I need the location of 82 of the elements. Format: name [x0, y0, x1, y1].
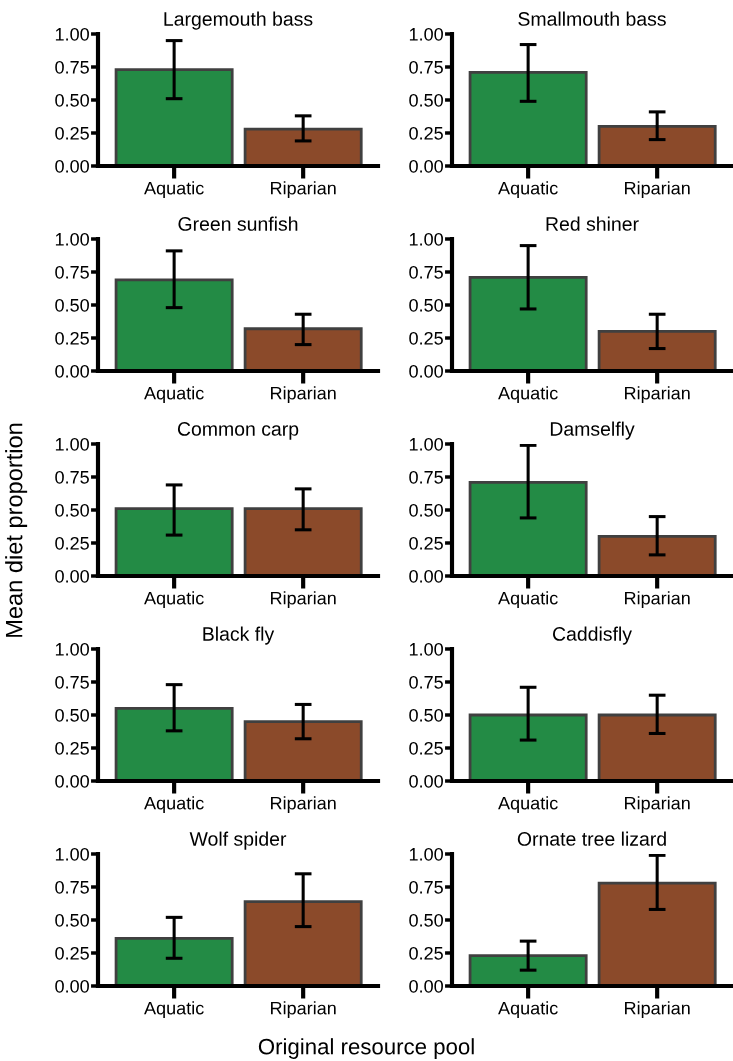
- y-tick-label: 1.00: [55, 27, 89, 41]
- y-tick-label: 0.75: [409, 60, 443, 74]
- y-tick-label: 1.00: [55, 642, 89, 656]
- y-tick-label: 1.00: [55, 847, 89, 861]
- y-tick-label: 0.50: [409, 298, 443, 312]
- x-tick-label: Riparian: [625, 1001, 690, 1019]
- x-tick-label: Riparian: [271, 386, 336, 404]
- x-tick-label: Aquatic: [144, 386, 204, 404]
- y-tick-label: 0.25: [409, 126, 443, 140]
- y-tick-label: 0.50: [55, 913, 89, 927]
- y-tick-label: 0.00: [409, 364, 443, 378]
- y-tick-label: 0.00: [409, 774, 443, 788]
- y-tick-label: 0.00: [55, 364, 89, 378]
- chart-title: Largemouth bass: [164, 11, 313, 30]
- y-tick-label: 0.50: [55, 503, 89, 517]
- x-tick-label: Riparian: [625, 181, 690, 199]
- y-tick-label: 0.00: [55, 774, 89, 788]
- chart-title: Black fly: [203, 626, 275, 645]
- y-tick-label: 0.25: [55, 741, 89, 755]
- y-tick-label: 1.00: [409, 437, 443, 451]
- y-tick-label: 0.25: [409, 741, 443, 755]
- y-tick-label: 0.75: [409, 265, 443, 279]
- x-tick-label: Aquatic: [498, 181, 558, 199]
- y-tick-label: 1.00: [55, 437, 89, 451]
- y-tick-label: 1.00: [55, 232, 89, 246]
- x-tick-label: Riparian: [625, 591, 690, 609]
- x-tick-label: Aquatic: [144, 591, 204, 609]
- y-tick-label: 0.00: [55, 159, 89, 173]
- y-tick-label: 1.00: [409, 232, 443, 246]
- y-tick-label: 0.25: [55, 331, 89, 345]
- x-tick-label: Riparian: [271, 1001, 336, 1019]
- x-tick-label: Aquatic: [144, 796, 204, 814]
- x-tick-label: Aquatic: [498, 796, 558, 814]
- y-tick-label: 0.75: [55, 265, 89, 279]
- x-tick-label: Aquatic: [144, 1001, 204, 1019]
- chart-title: Red shiner: [546, 216, 639, 231]
- y-tick-label: 0.00: [55, 979, 89, 993]
- y-tick-label: 0.00: [409, 569, 443, 583]
- chart-title: Green sunfish: [178, 216, 298, 231]
- x-tick-label: Aquatic: [144, 181, 204, 199]
- y-tick-label: 0.25: [409, 331, 443, 345]
- y-tick-label: 0.75: [55, 880, 89, 894]
- y-tick-label: 1.00: [409, 642, 443, 656]
- chart-title: Damselfly: [550, 421, 635, 440]
- y-tick-label: 0.75: [55, 60, 89, 74]
- x-tick-label: Aquatic: [498, 591, 558, 609]
- x-axis-title: Original resource pool: [258, 1038, 474, 1059]
- y-tick-label: 0.50: [55, 298, 89, 312]
- y-tick-label: 0.25: [55, 126, 89, 140]
- y-tick-label: 1.00: [409, 27, 443, 41]
- x-tick-label: Aquatic: [498, 386, 558, 404]
- chart-title: Ornate tree lizard: [517, 831, 666, 846]
- y-tick-label: 0.75: [55, 470, 89, 484]
- y-tick-label: 0.75: [409, 880, 443, 894]
- chart-title: Wolf spider: [189, 831, 287, 850]
- y-tick-label: 0.25: [409, 536, 443, 550]
- x-tick-label: Riparian: [625, 386, 690, 404]
- y-tick-label: 0.50: [409, 913, 443, 927]
- x-tick-label: Riparian: [271, 591, 336, 609]
- y-tick-label: 0.75: [409, 675, 443, 689]
- chart-title: Smallmouth bass: [518, 11, 666, 26]
- y-tick-label: 0.00: [409, 979, 443, 993]
- y-tick-label: 0.25: [55, 536, 89, 550]
- y-tick-label: 1.00: [409, 847, 443, 861]
- y-tick-label: 0.50: [55, 708, 89, 722]
- y-axis-title: Mean diet proportion: [5, 423, 28, 637]
- y-tick-label: 0.50: [55, 93, 89, 107]
- y-tick-label: 0.00: [409, 159, 443, 173]
- chart-title: Caddisfly: [553, 626, 632, 645]
- y-tick-label: 0.50: [409, 503, 443, 517]
- x-tick-label: Aquatic: [498, 1001, 558, 1019]
- y-tick-label: 0.50: [409, 93, 443, 107]
- x-tick-label: Riparian: [271, 796, 336, 814]
- y-tick-label: 0.50: [409, 708, 443, 722]
- y-tick-label: 0.75: [409, 470, 443, 484]
- chart-title: Common carp: [177, 422, 299, 440]
- x-tick-label: Riparian: [271, 181, 336, 199]
- y-tick-label: 0.25: [409, 946, 443, 960]
- x-tick-label: Riparian: [625, 796, 690, 814]
- y-tick-label: 0.25: [55, 946, 89, 960]
- y-tick-label: 0.75: [55, 675, 89, 689]
- y-tick-label: 0.00: [55, 569, 89, 583]
